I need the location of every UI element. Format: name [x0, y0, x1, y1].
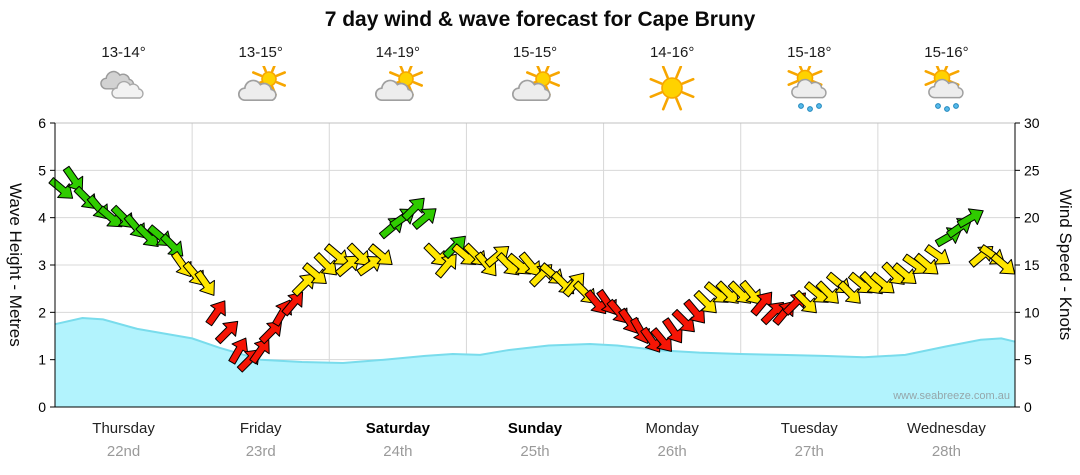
cloudy-icon — [98, 66, 150, 114]
wind-arrow — [837, 280, 861, 304]
wind-tick-label: 0 — [1024, 399, 1032, 415]
day-date: 28th — [931, 443, 962, 460]
day-name: Monday — [645, 420, 699, 437]
wind-arrow — [423, 242, 447, 266]
wave-tick-label: 4 — [38, 210, 46, 226]
wind-arrow — [194, 269, 215, 296]
wind-tick-label: 10 — [1024, 304, 1040, 320]
wave-tick-label: 2 — [38, 304, 46, 320]
wind-arrow — [258, 320, 283, 345]
wind-arrow — [913, 252, 939, 275]
partly-cloudy-icon — [235, 61, 287, 114]
wave-tick-label: 6 — [38, 115, 46, 131]
wave-axis-title: Wave Height - Metres — [6, 183, 25, 347]
sun-showers-icon — [920, 60, 972, 114]
temp-range: 15-16° — [924, 44, 969, 61]
wind-arrow — [249, 338, 270, 365]
wind-arrow — [990, 252, 1016, 275]
wind-arrow — [739, 279, 762, 305]
wind-arrow — [715, 280, 739, 304]
sun-showers-icon — [783, 60, 835, 114]
wind-arrow — [815, 280, 839, 304]
day-name: Friday — [239, 420, 282, 437]
wind-arrow — [401, 197, 425, 222]
partly-cloudy-icon — [509, 61, 561, 114]
day-name: Wednesday — [906, 420, 986, 437]
day-name: Thursday — [92, 420, 155, 437]
wind-arrow — [891, 262, 917, 284]
wind-tick-label: 20 — [1024, 210, 1040, 226]
wind-tick-label: 25 — [1024, 162, 1040, 178]
wind-arrow — [869, 271, 895, 294]
wave-height-line — [54, 316, 1016, 365]
wind-arrow — [956, 208, 984, 229]
wind-arrow — [924, 244, 951, 265]
day-name: Tuesday — [780, 420, 838, 437]
wind-arrow — [640, 326, 661, 353]
wave-tick-label: 1 — [38, 352, 46, 368]
wind-axis-title: Wind Speed - Knots — [1056, 189, 1075, 341]
wind-tick-label: 5 — [1024, 352, 1032, 368]
wind-tick-label: 15 — [1024, 257, 1040, 273]
partly-cloudy-icon — [372, 61, 424, 114]
day-date: 24th — [383, 443, 413, 460]
wind-arrow — [324, 243, 349, 265]
wind-arrow — [750, 291, 773, 317]
day-date: 22nd — [106, 443, 141, 460]
watermark: www.seabreeze.com.au — [893, 390, 1010, 402]
temp-range: 13-15° — [238, 44, 283, 61]
wind-arrow — [793, 290, 817, 314]
wind-arrow — [97, 205, 123, 228]
wind-arrow — [367, 243, 393, 265]
day-name: Sunday — [507, 420, 563, 437]
wave-tick-label: 5 — [38, 162, 46, 178]
wind-arrow — [302, 262, 327, 284]
wind-arrow — [281, 291, 304, 317]
wind-arrow — [650, 327, 672, 352]
wind-arrow — [313, 252, 337, 276]
wave-tick-label: 0 — [38, 399, 46, 415]
wind-arrow — [671, 308, 695, 333]
temp-range: 15-18° — [787, 44, 832, 61]
temp-range: 13-14° — [101, 44, 146, 61]
day-date: 26th — [657, 443, 687, 460]
wind-tick-label: 30 — [1024, 115, 1040, 131]
day-name: Saturday — [365, 420, 430, 437]
temp-range: 14-16° — [649, 44, 695, 61]
day-date: 27th — [794, 443, 824, 460]
wind-arrow — [435, 253, 457, 279]
wind-arrow — [683, 298, 705, 324]
wind-arrow — [214, 320, 239, 345]
wind-arrow — [228, 337, 249, 365]
sunny-icon — [646, 65, 698, 114]
wind-arrow — [411, 208, 437, 230]
day-date: 23rd — [245, 443, 276, 460]
wind-arrow — [518, 251, 541, 277]
day-date: 25th — [520, 443, 550, 460]
wind-arrow — [62, 165, 84, 192]
wind-arrow — [205, 300, 226, 327]
wind-arrow — [584, 289, 607, 315]
temp-range: 14-19° — [375, 44, 421, 61]
page-title: 7 day wind & wave forecast for Cape Brun… — [324, 8, 756, 31]
wave-height-area — [55, 318, 1015, 407]
wind-arrow — [346, 242, 370, 266]
wind-arrow — [693, 290, 717, 314]
wind-arrow — [662, 317, 683, 344]
temp-range: 15-15° — [512, 44, 558, 61]
wave-tick-label: 3 — [38, 257, 46, 273]
wind-arrow — [562, 272, 585, 298]
